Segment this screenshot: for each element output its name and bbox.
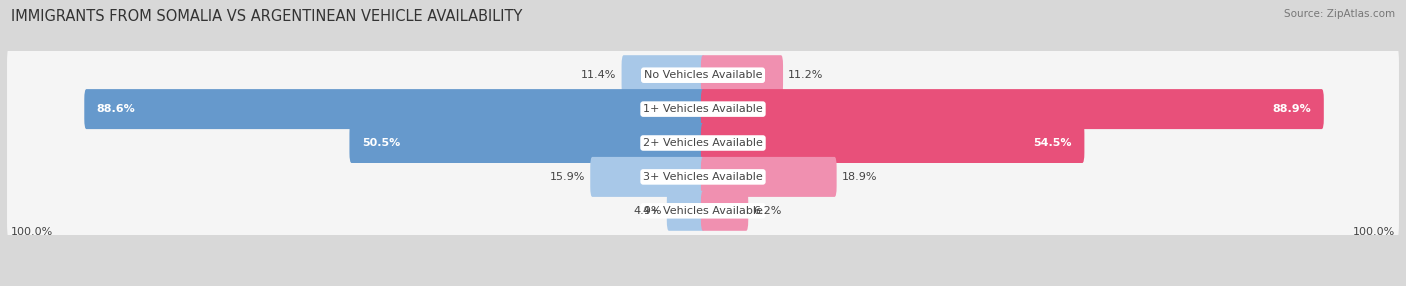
Text: IMMIGRANTS FROM SOMALIA VS ARGENTINEAN VEHICLE AVAILABILITY: IMMIGRANTS FROM SOMALIA VS ARGENTINEAN V… <box>11 9 523 23</box>
FancyBboxPatch shape <box>7 113 1399 173</box>
FancyBboxPatch shape <box>84 89 704 129</box>
FancyBboxPatch shape <box>621 55 704 95</box>
Text: 54.5%: 54.5% <box>1033 138 1071 148</box>
FancyBboxPatch shape <box>7 181 1399 241</box>
Text: 15.9%: 15.9% <box>550 172 585 182</box>
FancyBboxPatch shape <box>702 191 748 231</box>
FancyBboxPatch shape <box>7 79 1399 139</box>
Text: 18.9%: 18.9% <box>842 172 877 182</box>
Text: Source: ZipAtlas.com: Source: ZipAtlas.com <box>1284 9 1395 19</box>
FancyBboxPatch shape <box>702 157 837 197</box>
Text: 100.0%: 100.0% <box>1353 227 1396 237</box>
FancyBboxPatch shape <box>666 191 704 231</box>
Text: 11.4%: 11.4% <box>581 70 617 80</box>
Text: 6.2%: 6.2% <box>754 206 782 216</box>
Text: 100.0%: 100.0% <box>10 227 53 237</box>
Text: 4+ Vehicles Available: 4+ Vehicles Available <box>643 206 763 216</box>
Text: 2+ Vehicles Available: 2+ Vehicles Available <box>643 138 763 148</box>
Text: 50.5%: 50.5% <box>361 138 401 148</box>
Text: 88.6%: 88.6% <box>97 104 135 114</box>
FancyBboxPatch shape <box>702 55 783 95</box>
Text: 11.2%: 11.2% <box>787 70 824 80</box>
FancyBboxPatch shape <box>591 157 704 197</box>
FancyBboxPatch shape <box>7 45 1399 105</box>
FancyBboxPatch shape <box>702 123 1084 163</box>
FancyBboxPatch shape <box>702 89 1324 129</box>
Text: 88.9%: 88.9% <box>1272 104 1312 114</box>
Text: No Vehicles Available: No Vehicles Available <box>644 70 762 80</box>
FancyBboxPatch shape <box>350 123 704 163</box>
Text: 1+ Vehicles Available: 1+ Vehicles Available <box>643 104 763 114</box>
Text: 4.9%: 4.9% <box>634 206 662 216</box>
Text: 3+ Vehicles Available: 3+ Vehicles Available <box>643 172 763 182</box>
FancyBboxPatch shape <box>7 147 1399 207</box>
